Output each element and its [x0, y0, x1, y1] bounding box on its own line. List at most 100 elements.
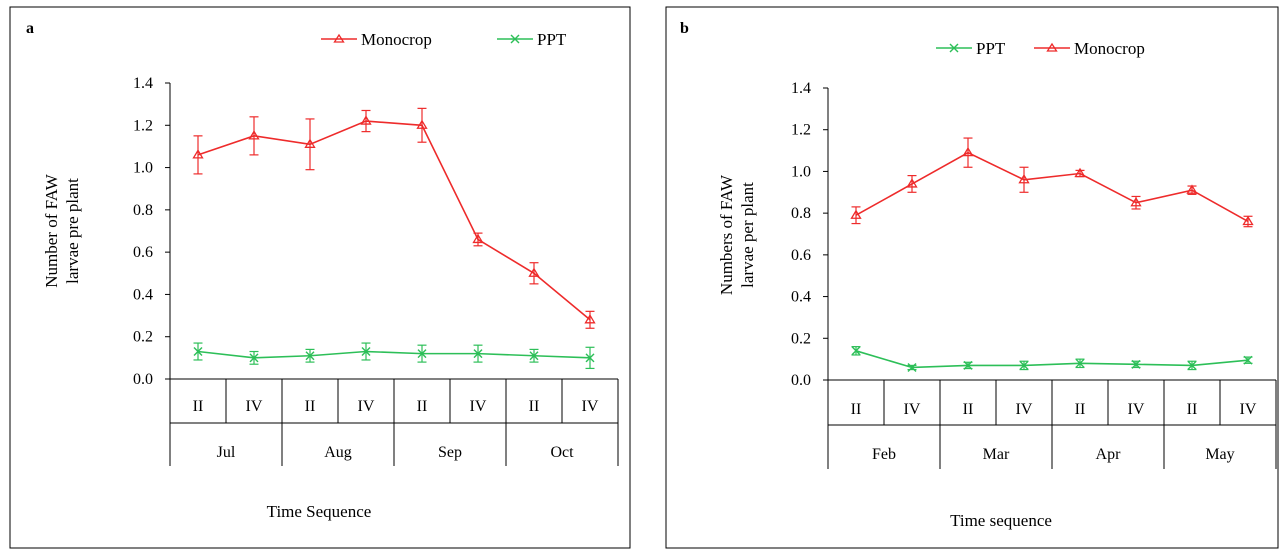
- monocrop-data-point: [1130, 196, 1142, 207]
- panel-b-legend: PPT Monocrop: [936, 39, 1145, 58]
- panel-a-ylabel-line1: Number of FAW: [42, 173, 61, 287]
- monocrop-error-bar: [249, 116, 259, 156]
- x-group-label: Oct: [550, 444, 574, 461]
- monocrop-error-bar: [963, 137, 973, 168]
- panel-a-frame: [9, 6, 631, 549]
- x-category-label: IV: [904, 401, 921, 418]
- monocrop-data-point: [584, 314, 596, 324]
- x-group-label: Aug: [324, 444, 352, 461]
- y-tick-label: 1.4: [791, 80, 811, 97]
- marker-stroke: [361, 347, 371, 357]
- x-group-label: Apr: [1096, 446, 1122, 463]
- ppt-data-point: [1019, 360, 1029, 370]
- marker-stroke: [851, 346, 861, 356]
- monocrop-error-bar: [1019, 166, 1029, 193]
- marker-stroke: [1131, 359, 1141, 369]
- ppt-data-point: [249, 353, 259, 363]
- legend-ppt-label: PPT: [537, 30, 567, 49]
- y-tick-label: 1.0: [791, 163, 811, 180]
- y-tick-label: 1.4: [133, 75, 153, 92]
- monocrop-error-bar: [529, 262, 539, 285]
- legend-ppt-label: PPT: [976, 39, 1006, 58]
- panel-b-ylabel-line2: larvae per plant: [738, 182, 757, 288]
- panel-a-plot: 0.0 0.2 0.4 0.6 0.8 1.0 1.2 1.4 II IV II IV II IV II IV…: [133, 75, 619, 466]
- marker-stroke: [529, 351, 539, 361]
- monocrop-data-point: [360, 115, 372, 125]
- ppt-data-point: [585, 353, 595, 363]
- y-tick-label: 1.0: [133, 160, 153, 177]
- marker-stroke: [907, 362, 917, 372]
- panel-b-ylabel-line1: Numbers of FAW: [717, 174, 736, 295]
- marker-stroke: [249, 353, 259, 363]
- x-category-label: II: [305, 398, 316, 415]
- legend-monocrop-label: Monocrop: [361, 30, 432, 49]
- marker-stroke: [193, 347, 203, 357]
- y-tick-label: 0.2: [133, 329, 153, 346]
- y-tick-label: 0.6: [133, 244, 153, 261]
- ppt-data-point: [1075, 358, 1085, 368]
- marker-stroke: [585, 353, 595, 363]
- legend-monocrop-marker: [1046, 42, 1058, 52]
- panel-a-letter: a: [26, 20, 34, 37]
- ppt-data-point: [1187, 360, 1197, 370]
- marker-stroke: [963, 360, 973, 370]
- legend-monocrop-marker: [333, 33, 345, 43]
- x-group-label: Mar: [983, 446, 1010, 463]
- ppt-series-line: [855, 350, 1249, 369]
- monocrop-data-point: [1018, 174, 1030, 184]
- ppt-data-point: [361, 347, 371, 357]
- x-category-label: IV: [1128, 401, 1145, 418]
- panel-b: b PPT Monocrop 0.0 0.2 0.4 0.6 0.8 1.0 1.2 1.4 I…: [665, 6, 1279, 549]
- ppt-data-point: [907, 362, 917, 372]
- x-category-label: IV: [358, 398, 375, 415]
- ppt-data-point: [417, 349, 427, 359]
- panel-b-plot: 0.0 0.2 0.4 0.6 0.8 1.0 1.2 1.4 II IV II IV II IV II IV…: [791, 80, 1277, 469]
- y-tick-label: 0.0: [133, 371, 153, 388]
- monocrop-series-line: [197, 120, 591, 321]
- monocrop-data-point: [906, 178, 918, 188]
- panel-a: a Monocrop PPT 0.0 0.2 0.4 0.6 0.8 1.0 1.2 1.4 I…: [9, 6, 631, 549]
- monocrop-series-line: [855, 151, 1249, 223]
- monocrop-data-point: [850, 209, 862, 219]
- monocrop-data-point: [1074, 167, 1086, 178]
- y-tick-label: 0.6: [791, 247, 811, 264]
- y-tick-label: 1.2: [791, 122, 811, 139]
- monocrop-data-point: [1186, 184, 1198, 194]
- marker-stroke: [305, 351, 315, 361]
- monocrop-data-point: [472, 233, 484, 244]
- panel-a-xlabel: Time Sequence: [267, 502, 372, 521]
- ppt-series-line: [197, 350, 591, 359]
- x-category-label: II: [193, 398, 204, 415]
- panel-b-xlabel: Time sequence: [950, 511, 1052, 530]
- y-tick-label: 0.4: [791, 289, 811, 306]
- ppt-data-point: [529, 351, 539, 361]
- panel-a-legend: Monocrop PPT: [321, 30, 567, 49]
- ppt-data-point: [473, 349, 483, 359]
- monocrop-data-point: [248, 130, 260, 140]
- x-group-label: May: [1205, 446, 1234, 463]
- x-category-label: II: [851, 401, 862, 418]
- x-category-label: II: [417, 398, 428, 415]
- monocrop-data-point: [416, 119, 428, 129]
- x-category-label: IV: [1240, 401, 1257, 418]
- marker-stroke: [1243, 355, 1253, 365]
- marker-stroke: [1019, 360, 1029, 370]
- x-category-label: II: [963, 401, 974, 418]
- panel-b-frame: [665, 6, 1279, 549]
- monocrop-data-point: [528, 267, 540, 277]
- x-category-label: II: [529, 398, 540, 415]
- monocrop-error-bar: [361, 109, 371, 133]
- ppt-data-point: [1131, 359, 1141, 369]
- x-category-label: IV: [246, 398, 263, 415]
- marker-stroke: [1187, 360, 1197, 370]
- panel-b-letter: b: [680, 20, 689, 37]
- marker-stroke: [473, 349, 483, 359]
- y-tick-label: 0.8: [791, 205, 811, 222]
- ppt-data-point: [1243, 355, 1253, 365]
- x-group-label: Sep: [438, 444, 462, 461]
- monocrop-data-point: [962, 146, 974, 157]
- y-tick-label: 0.4: [133, 286, 153, 303]
- ppt-data-point: [193, 347, 203, 357]
- legend-monocrop-label: Monocrop: [1074, 39, 1145, 58]
